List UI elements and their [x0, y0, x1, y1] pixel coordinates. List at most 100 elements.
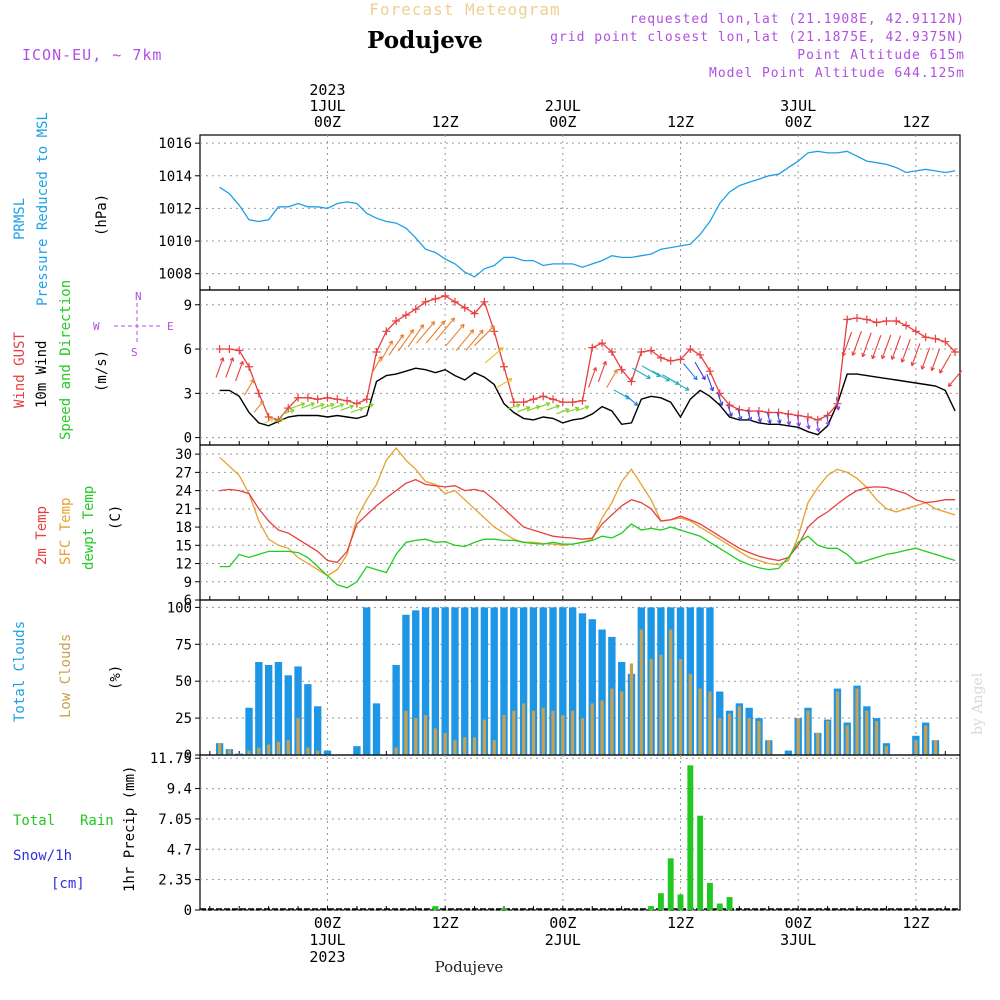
- wind-arrow: [796, 415, 802, 427]
- wind-arrow: [517, 406, 531, 413]
- gust-marker: [656, 353, 665, 362]
- precip-cm-label: [cm]: [51, 876, 85, 892]
- gust-marker: [882, 317, 891, 325]
- panel-frame: [199, 289, 961, 446]
- total-cloud-bar: [255, 662, 263, 755]
- wind-arrow: [947, 370, 963, 388]
- wind-arrow: [756, 410, 763, 423]
- wind-arrow: [474, 325, 495, 347]
- pressure-msl-label: Pressure Reduced to MSL: [35, 112, 51, 306]
- wind-arrow: [939, 353, 952, 374]
- total-cloud-bar: [578, 613, 587, 755]
- rain-bar: [501, 908, 507, 910]
- time-label-bottom: 00Z: [314, 914, 341, 932]
- total-cloud-bar: [500, 607, 508, 755]
- low-cloud-bar: [482, 719, 487, 755]
- time-label-bottom: 3JUL: [780, 931, 816, 949]
- t2m-line: [219, 478, 956, 564]
- gust-marker: [343, 396, 352, 405]
- gust-marker: [911, 327, 920, 336]
- gust-marker: [647, 346, 656, 355]
- wind-arrow: [445, 323, 465, 347]
- panel-wind: 0 3 6 9: [184, 289, 963, 447]
- low-cloud-bar: [747, 718, 751, 755]
- gust-marker: [401, 311, 410, 320]
- wind-arrow: [301, 402, 315, 409]
- rain-bar: [648, 906, 655, 910]
- gust-marker: [392, 317, 401, 325]
- compass-n: N: [135, 290, 142, 303]
- wind-arrow: [273, 417, 284, 423]
- ytick-label: 6: [184, 342, 192, 358]
- gust-marker: [853, 314, 862, 323]
- gust-marker: [921, 333, 930, 342]
- wind-speed-line: [219, 367, 956, 436]
- wind-arrow: [861, 332, 872, 358]
- ytick-label: 9.4: [167, 782, 192, 798]
- wind-arrow: [683, 363, 698, 381]
- time-label-bottom: 12Z: [667, 914, 694, 932]
- panel-precipitation: 0 2.35 4.7 7.05 9.4 11.75: [150, 751, 961, 919]
- rain-bar: [677, 894, 684, 910]
- wind-arrow: [716, 391, 724, 406]
- total-clouds-label: Total Clouds: [12, 621, 28, 722]
- ytick-label: 21: [175, 502, 192, 518]
- low-cloud-bar: [669, 629, 673, 755]
- ytick-label: 0: [184, 431, 192, 447]
- total-cloud-bar: [480, 607, 489, 755]
- rain-bar: [432, 906, 439, 910]
- precip-total-label: Total: [13, 813, 55, 829]
- wind-arrow: [556, 408, 570, 415]
- wind-arrow: [495, 378, 513, 389]
- gust-marker: [862, 315, 871, 324]
- low-cloud-bar: [698, 688, 702, 755]
- rain-bar: [697, 815, 704, 910]
- low-cloud-bar: [845, 725, 849, 755]
- wind-arrow: [776, 412, 782, 424]
- gust-marker: [813, 415, 822, 424]
- wind-arrow: [694, 361, 706, 381]
- time-label-bottom: 12Z: [902, 914, 929, 932]
- low-cloud-bar: [855, 688, 859, 755]
- rain-bar: [726, 897, 733, 910]
- low-cloud-bar: [933, 740, 938, 755]
- time-label-bottom: 00Z: [785, 914, 812, 932]
- chart-title: Podujeve: [367, 27, 483, 54]
- total-cloud-bar: [441, 607, 449, 755]
- ytick-label: 15: [175, 538, 192, 554]
- time-label-top: 00Z: [549, 113, 576, 131]
- gust-marker: [892, 317, 901, 325]
- gust-marker: [323, 393, 332, 402]
- compass-s: S: [131, 346, 138, 359]
- gust-marker: [470, 309, 479, 318]
- panel-clouds: 0 25 50 75 100: [167, 599, 961, 764]
- time-label-bottom: 2JUL: [545, 931, 581, 949]
- low-cloud-bar: [639, 629, 643, 755]
- total-cloud-bar: [470, 607, 479, 755]
- gust-marker: [490, 327, 499, 336]
- wind-arrow: [379, 340, 393, 362]
- gust-marker: [421, 297, 430, 306]
- wind-arrow: [706, 373, 715, 392]
- low-cloud-bar: [472, 737, 477, 755]
- gust-marker: [509, 398, 518, 407]
- ytick-label: 25: [175, 711, 192, 727]
- gust-marker: [372, 348, 381, 356]
- rain-bar: [687, 765, 694, 910]
- wind-arrow: [465, 329, 484, 351]
- wind-arrow: [311, 403, 325, 410]
- low-cloud-bar: [463, 737, 467, 755]
- time-label-top: 12Z: [432, 113, 459, 131]
- low-cloud-bar: [924, 725, 928, 755]
- precip-snow-label: Snow/1h: [13, 848, 72, 864]
- wind-arrow: [243, 378, 255, 396]
- gust-marker: [529, 395, 538, 404]
- rain-bar: [657, 893, 664, 910]
- total-cloud-bar: [510, 607, 518, 755]
- wind-arrow: [671, 379, 690, 391]
- wind-arrow: [624, 394, 639, 406]
- gust-marker: [617, 365, 626, 374]
- gust-marker: [549, 395, 558, 404]
- wind-arrow: [484, 347, 504, 364]
